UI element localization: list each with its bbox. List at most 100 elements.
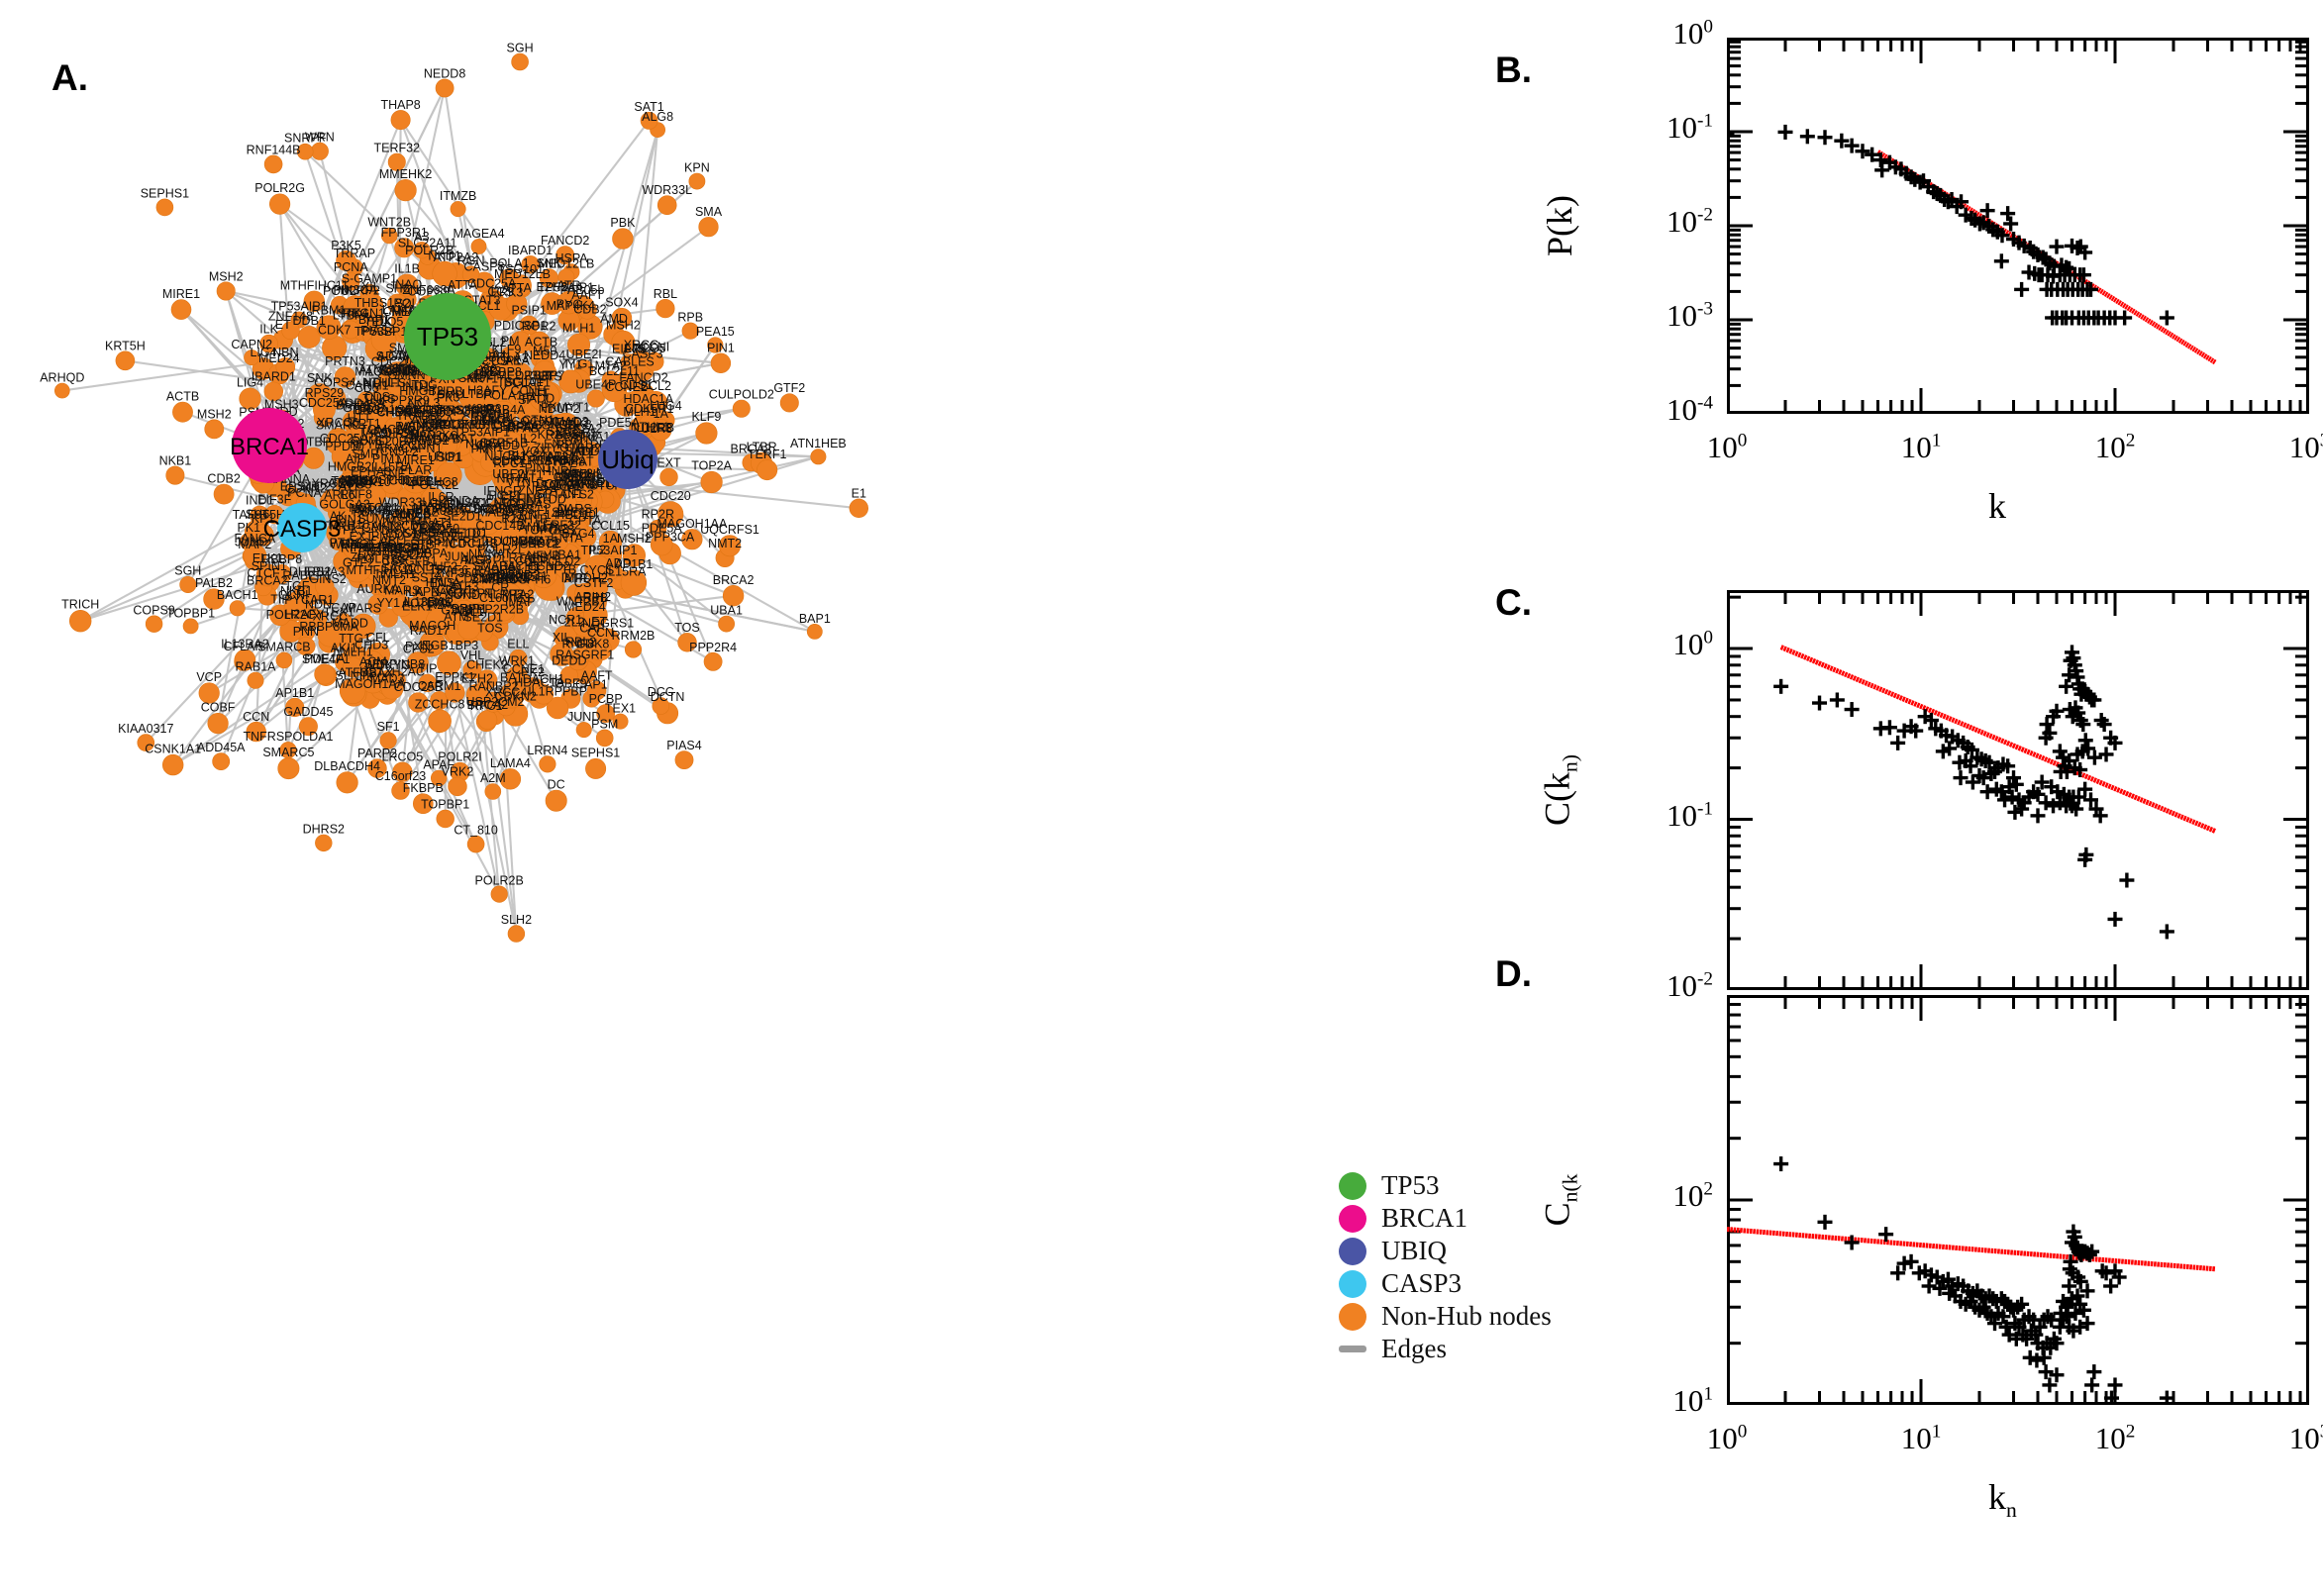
network-node[interactable]: [511, 52, 529, 71]
network-node[interactable]: [611, 330, 636, 354]
network-node[interactable]: [379, 732, 397, 749]
network-node[interactable]: [298, 717, 318, 737]
network-node[interactable]: [279, 620, 303, 643]
network-node[interactable]: [710, 352, 732, 373]
network-node[interactable]: [204, 419, 225, 440]
network-node[interactable]: [757, 459, 778, 481]
network-node[interactable]: [466, 835, 485, 853]
network-node[interactable]: [315, 834, 333, 852]
network-node[interactable]: [490, 885, 508, 903]
network-node[interactable]: [239, 387, 261, 410]
network-node[interactable]: [806, 624, 823, 640]
network-node[interactable]: [216, 281, 236, 301]
network-node[interactable]: [436, 461, 462, 489]
network-node[interactable]: [336, 249, 356, 271]
network-node[interactable]: [448, 776, 467, 797]
network-node[interactable]: [269, 193, 291, 215]
network-node[interactable]: [624, 641, 643, 658]
network-node[interactable]: [315, 576, 335, 596]
network-node[interactable]: [437, 650, 461, 676]
network-node[interactable]: [246, 721, 266, 743]
network-node[interactable]: [170, 299, 192, 320]
network-node[interactable]: [652, 697, 670, 715]
network-node[interactable]: [435, 78, 454, 98]
network-node[interactable]: [259, 334, 278, 353]
network-node[interactable]: [115, 350, 136, 371]
network-node[interactable]: [68, 609, 92, 633]
network-node[interactable]: [391, 781, 410, 800]
network-node[interactable]: [53, 382, 70, 399]
network-node[interactable]: [203, 588, 225, 610]
network-node[interactable]: [356, 390, 377, 411]
network-node[interactable]: [657, 501, 684, 528]
network-node[interactable]: [585, 757, 607, 779]
network-node[interactable]: [612, 228, 634, 249]
network-node[interactable]: [659, 467, 678, 487]
network-node[interactable]: [391, 595, 413, 617]
network-node[interactable]: [464, 583, 486, 605]
network-node[interactable]: [431, 769, 448, 787]
network-node[interactable]: [445, 682, 465, 703]
network-node[interactable]: [718, 535, 741, 557]
network-node[interactable]: [427, 571, 447, 591]
network-node[interactable]: [380, 676, 404, 700]
network-node[interactable]: [521, 255, 540, 274]
network-node[interactable]: [162, 753, 184, 776]
network-node[interactable]: [285, 697, 305, 718]
network-node[interactable]: [519, 315, 539, 336]
network-node[interactable]: [656, 195, 677, 215]
network-node[interactable]: [387, 152, 406, 171]
network-node[interactable]: [316, 315, 342, 341]
network-node[interactable]: [172, 401, 193, 423]
network-node[interactable]: [247, 671, 264, 689]
network-node[interactable]: [507, 925, 526, 943]
network-node[interactable]: [732, 399, 751, 418]
network-node[interactable]: [477, 710, 498, 730]
network-node[interactable]: [394, 179, 417, 202]
network-node[interactable]: [525, 546, 553, 573]
network-node[interactable]: [849, 498, 868, 518]
network-node[interactable]: [378, 608, 398, 628]
network-node[interactable]: [137, 734, 155, 751]
network-node[interactable]: [296, 637, 316, 656]
network-node[interactable]: [484, 783, 502, 800]
network-node[interactable]: [213, 483, 235, 505]
network-node[interactable]: [461, 265, 480, 284]
network-node[interactable]: [575, 722, 592, 739]
network-node[interactable]: [430, 691, 450, 711]
network-node[interactable]: [395, 273, 419, 297]
network-node[interactable]: [367, 758, 387, 778]
network-node[interactable]: [364, 485, 387, 508]
network-node[interactable]: [145, 615, 163, 633]
network-node[interactable]: [586, 389, 605, 408]
network-node[interactable]: [681, 322, 699, 340]
network-node[interactable]: [350, 413, 377, 441]
network-node[interactable]: [432, 260, 457, 287]
network-node[interactable]: [343, 295, 367, 320]
network-node[interactable]: [309, 609, 328, 628]
network-node[interactable]: [207, 712, 229, 735]
network-node[interactable]: [547, 530, 569, 551]
network-node[interactable]: [674, 750, 694, 770]
network-node[interactable]: [640, 112, 658, 130]
network-node[interactable]: [462, 660, 482, 680]
network-node[interactable]: [650, 533, 673, 556]
network-node[interactable]: [198, 682, 220, 704]
network-node[interactable]: [275, 651, 293, 669]
network-node[interactable]: [303, 290, 325, 312]
network-node[interactable]: [698, 217, 719, 238]
network-node[interactable]: [645, 351, 664, 371]
network-node[interactable]: [810, 449, 827, 465]
network-node[interactable]: [408, 692, 429, 713]
network-node[interactable]: [656, 299, 675, 319]
network-node[interactable]: [695, 422, 718, 445]
network-node[interactable]: [418, 673, 437, 693]
network-node[interactable]: [314, 663, 336, 685]
network-node[interactable]: [779, 393, 799, 413]
network-node[interactable]: [341, 320, 360, 340]
network-node[interactable]: [343, 656, 364, 678]
network-node[interactable]: [229, 600, 246, 617]
network-node[interactable]: [312, 398, 336, 422]
network-node[interactable]: [499, 768, 522, 790]
network-node[interactable]: [625, 390, 648, 412]
